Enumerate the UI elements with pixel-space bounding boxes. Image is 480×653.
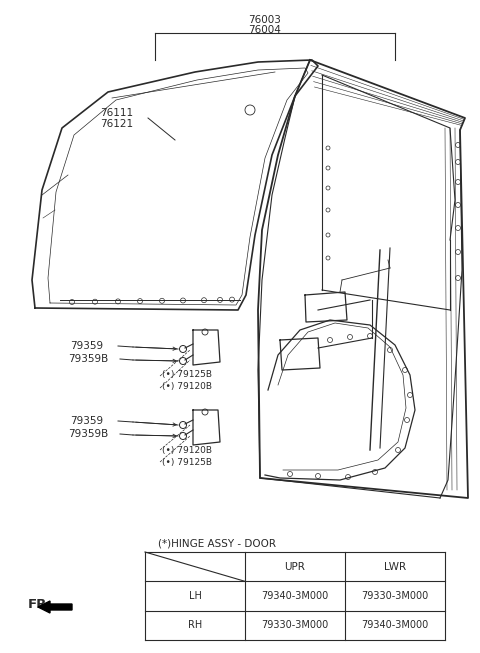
Text: 79330-3M000: 79330-3M000 xyxy=(262,620,329,630)
Text: LH: LH xyxy=(189,591,202,601)
Text: RH: RH xyxy=(188,620,202,630)
Text: LWR: LWR xyxy=(384,562,406,571)
Text: 79340-3M000: 79340-3M000 xyxy=(262,591,329,601)
Text: 79359B: 79359B xyxy=(68,429,108,439)
Text: (•) 79125B: (•) 79125B xyxy=(162,370,212,379)
Text: 79359: 79359 xyxy=(70,341,103,351)
Text: UPR: UPR xyxy=(285,562,305,571)
Text: 76004: 76004 xyxy=(249,25,281,35)
Text: FR.: FR. xyxy=(28,599,53,611)
Text: 76111: 76111 xyxy=(100,108,133,118)
Text: 79340-3M000: 79340-3M000 xyxy=(361,620,429,630)
Text: 76121: 76121 xyxy=(100,119,133,129)
Text: (•) 79120B: (•) 79120B xyxy=(162,445,212,454)
Text: 76003: 76003 xyxy=(249,15,281,25)
Text: (*)HINGE ASSY - DOOR: (*)HINGE ASSY - DOOR xyxy=(158,538,276,548)
Text: (•) 79125B: (•) 79125B xyxy=(162,458,212,466)
FancyArrow shape xyxy=(38,601,72,613)
Text: 79359B: 79359B xyxy=(68,354,108,364)
Text: 79359: 79359 xyxy=(70,416,103,426)
Text: 79330-3M000: 79330-3M000 xyxy=(361,591,429,601)
Text: (•) 79120B: (•) 79120B xyxy=(162,383,212,392)
